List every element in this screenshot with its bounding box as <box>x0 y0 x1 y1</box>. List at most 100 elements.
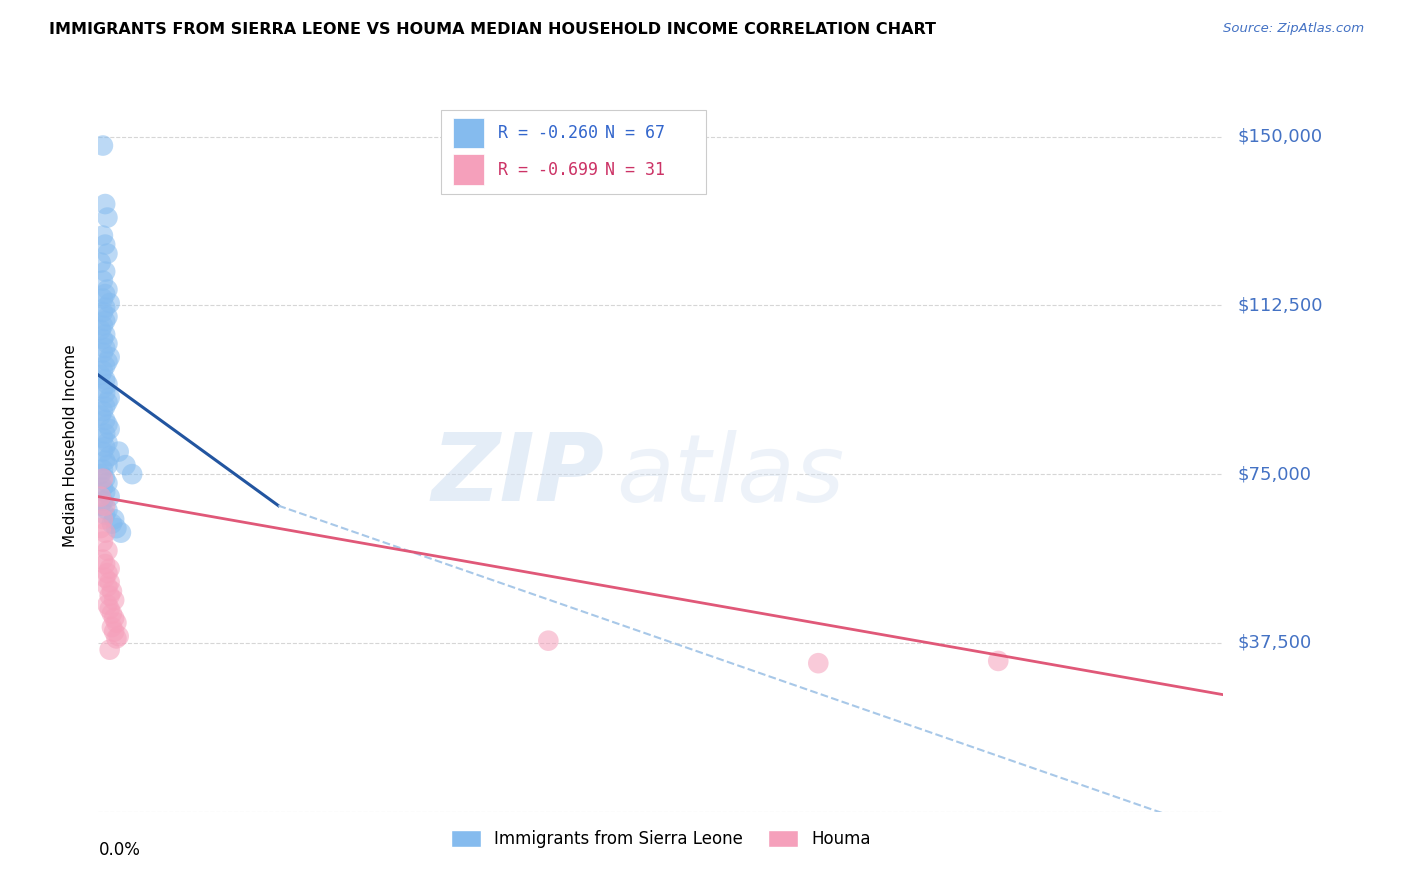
Point <box>121 467 143 482</box>
Point <box>98 422 121 436</box>
Text: R = -0.260: R = -0.260 <box>498 124 598 142</box>
Point <box>91 318 114 333</box>
Point <box>807 656 830 670</box>
Point <box>94 373 117 387</box>
Point <box>110 525 132 540</box>
Point <box>94 359 117 373</box>
Point <box>94 386 117 401</box>
Point <box>94 237 117 252</box>
Point <box>94 413 117 427</box>
Point <box>96 476 118 491</box>
Point <box>98 602 121 616</box>
Point <box>537 633 560 648</box>
Text: 0.0%: 0.0% <box>98 841 141 859</box>
Point <box>94 301 117 315</box>
Point <box>91 552 114 566</box>
Point <box>107 444 129 458</box>
Point <box>91 534 114 549</box>
Point <box>90 490 112 504</box>
Point <box>96 336 118 351</box>
Text: Source: ZipAtlas.com: Source: ZipAtlas.com <box>1223 22 1364 36</box>
Point <box>94 341 117 355</box>
Point <box>103 624 125 639</box>
Point <box>98 449 121 463</box>
Text: $150,000: $150,000 <box>1237 128 1322 145</box>
Point <box>96 435 118 450</box>
Point <box>98 296 121 310</box>
Point <box>94 557 117 571</box>
Point <box>101 584 124 599</box>
Text: $37,500: $37,500 <box>1237 634 1312 652</box>
Point <box>96 566 118 581</box>
Point <box>94 440 117 454</box>
Point <box>114 458 136 472</box>
Point <box>94 426 117 441</box>
FancyBboxPatch shape <box>453 154 484 185</box>
Text: ZIP: ZIP <box>432 429 605 521</box>
Text: IMMIGRANTS FROM SIERRA LEONE VS HOUMA MEDIAN HOUSEHOLD INCOME CORRELATION CHART: IMMIGRANTS FROM SIERRA LEONE VS HOUMA ME… <box>49 22 936 37</box>
Point <box>91 494 114 508</box>
Point <box>96 377 118 392</box>
Point <box>91 292 114 306</box>
Point <box>96 543 118 558</box>
Point <box>105 632 128 646</box>
Point <box>94 327 117 342</box>
Point <box>91 274 114 288</box>
Point <box>91 228 114 243</box>
Point <box>94 485 117 500</box>
Point <box>98 589 121 603</box>
Point <box>101 620 124 634</box>
Point <box>105 521 128 535</box>
Point <box>91 305 114 319</box>
Point <box>94 453 117 467</box>
Point <box>90 499 112 513</box>
Text: $112,500: $112,500 <box>1237 296 1323 314</box>
Point <box>94 197 117 211</box>
Point <box>96 580 118 594</box>
Point <box>91 431 114 445</box>
Point <box>94 314 117 328</box>
Point <box>91 472 114 486</box>
Point <box>94 508 117 522</box>
Point <box>94 472 117 486</box>
Point <box>103 512 125 526</box>
Point <box>91 138 114 153</box>
Point <box>90 521 112 535</box>
Y-axis label: Median Household Income: Median Household Income <box>63 344 77 548</box>
Point <box>91 404 114 418</box>
Point <box>987 654 1010 668</box>
Point <box>90 323 112 337</box>
Text: atlas: atlas <box>616 430 844 521</box>
Point <box>103 593 125 607</box>
Legend: Immigrants from Sierra Leone, Houma: Immigrants from Sierra Leone, Houma <box>444 823 877 855</box>
Point <box>90 467 112 482</box>
Point <box>96 354 118 368</box>
Point <box>107 629 129 643</box>
Point <box>90 255 112 269</box>
Point <box>98 391 121 405</box>
Point <box>96 417 118 432</box>
Point <box>91 444 114 458</box>
Point <box>103 611 125 625</box>
FancyBboxPatch shape <box>441 110 706 194</box>
Point <box>91 332 114 346</box>
Point <box>98 575 121 590</box>
Point <box>98 562 121 576</box>
Point <box>91 481 114 495</box>
FancyBboxPatch shape <box>453 118 484 148</box>
Point <box>96 598 118 612</box>
Point <box>96 283 118 297</box>
Point <box>91 462 114 476</box>
Point <box>94 400 117 414</box>
Text: R = -0.699: R = -0.699 <box>498 161 598 178</box>
Point <box>91 363 114 377</box>
Text: N = 67: N = 67 <box>605 124 665 142</box>
Text: N = 31: N = 31 <box>605 161 665 178</box>
Point <box>105 615 128 630</box>
Point <box>94 264 117 278</box>
Point <box>94 525 117 540</box>
Point <box>96 211 118 225</box>
Point <box>91 512 114 526</box>
Point <box>98 490 121 504</box>
Point <box>91 345 114 359</box>
